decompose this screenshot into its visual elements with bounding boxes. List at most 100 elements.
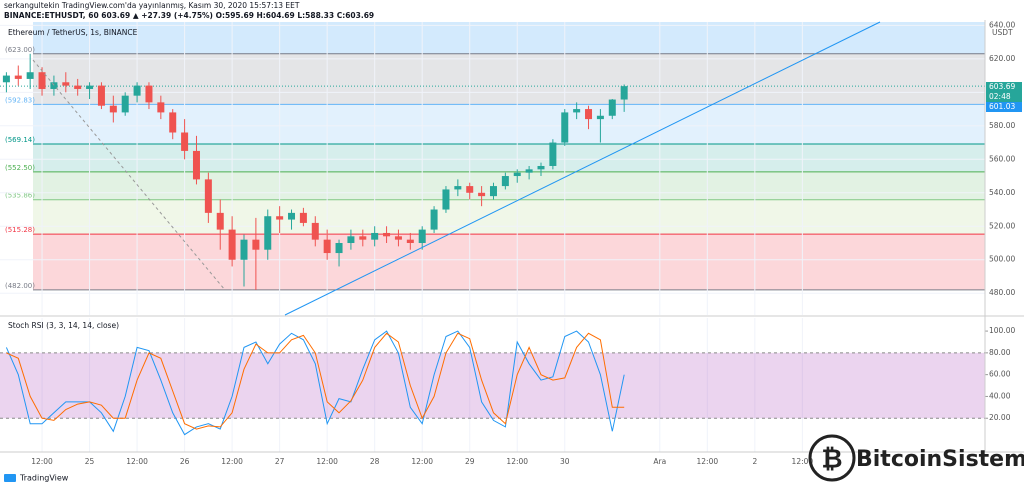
candle-body bbox=[383, 232, 391, 237]
candle-body bbox=[525, 169, 533, 173]
footer: TradingView bbox=[19, 474, 69, 483]
candle-body bbox=[181, 132, 189, 151]
top-band bbox=[33, 22, 985, 54]
candle-body bbox=[442, 189, 450, 210]
candle-body bbox=[537, 165, 545, 170]
stoch-line bbox=[6, 332, 625, 430]
candle-body bbox=[585, 109, 593, 120]
candle-body bbox=[192, 150, 200, 180]
y-tick-label: 540.00 bbox=[989, 188, 1015, 197]
x-tick-label: 12:00 bbox=[221, 457, 243, 466]
candle-body bbox=[335, 243, 343, 254]
candle-body bbox=[454, 186, 462, 190]
candle-body bbox=[62, 82, 70, 86]
countdown: 02:48 bbox=[989, 92, 1011, 101]
stoch-band bbox=[0, 352, 985, 419]
y-tick-label: 560.00 bbox=[989, 154, 1015, 163]
fib-band bbox=[33, 171, 985, 200]
x-tick-label: 12:00 bbox=[411, 457, 433, 466]
x-tick-label: 12:00 bbox=[31, 457, 53, 466]
candle-body bbox=[323, 239, 331, 254]
x-tick-label: 26 bbox=[180, 457, 190, 466]
y-tick-label: 640.00 bbox=[989, 20, 1015, 29]
fib-label: (592.83) bbox=[5, 96, 35, 104]
candle-body bbox=[406, 239, 414, 244]
candle-body bbox=[216, 212, 224, 230]
y-tick-label: 40.00 bbox=[989, 391, 1011, 400]
fib-label: (515.28) bbox=[5, 226, 35, 234]
candle-body bbox=[347, 236, 355, 244]
candle-body bbox=[418, 229, 426, 244]
header-line2: BINANCE:ETHUSDT, 60 603.69 ▲ +27.39 (+4.… bbox=[4, 11, 374, 20]
candle-body bbox=[430, 209, 438, 230]
candle-body bbox=[549, 142, 557, 166]
candle-body bbox=[596, 115, 604, 120]
fib-label: (482.00) bbox=[5, 282, 35, 290]
candle-body bbox=[311, 222, 319, 240]
y-tick-label: 580.00 bbox=[989, 121, 1015, 130]
candle-body bbox=[561, 112, 569, 143]
candle-body bbox=[620, 86, 628, 100]
x-tick-label: 12:00 bbox=[506, 457, 528, 466]
stoch-line bbox=[5, 330, 625, 436]
candle-body bbox=[228, 229, 236, 260]
line-price: 601.03 bbox=[989, 102, 1015, 111]
stoch-title: Stoch RSI (3, 3, 14, 14, close) bbox=[8, 321, 119, 330]
x-tick-label: 27 bbox=[275, 457, 285, 466]
pane-title: Ethereum / TetherUS, 1s, BINANCE bbox=[8, 28, 138, 37]
y-tick-label: 100.00 bbox=[989, 326, 1015, 335]
x-tick-label: 30 bbox=[560, 457, 570, 466]
candle-body bbox=[394, 236, 402, 240]
header-line1: serkangultekin TradingView.com'da yayınl… bbox=[4, 1, 300, 10]
fib-band bbox=[33, 199, 985, 235]
x-tick-label: 29 bbox=[465, 457, 475, 466]
last-price: 603.69 bbox=[989, 82, 1015, 91]
candle-body bbox=[371, 232, 379, 240]
tv-logo bbox=[4, 474, 16, 482]
y-tick-label: 500.00 bbox=[989, 255, 1015, 264]
candle-body bbox=[513, 172, 521, 177]
candle-body bbox=[2, 75, 10, 83]
x-tick-label: 2 bbox=[752, 457, 757, 466]
y-tick-label: 520.00 bbox=[989, 221, 1015, 230]
candle-body bbox=[478, 192, 486, 197]
y-tick-label: 20.00 bbox=[989, 413, 1011, 422]
y-tick-label: 620.00 bbox=[989, 54, 1015, 63]
y-tick-label: 480.00 bbox=[989, 288, 1015, 297]
candle-body bbox=[133, 85, 141, 96]
candle-body bbox=[145, 85, 153, 103]
candle-body bbox=[608, 99, 616, 116]
countdown-tag bbox=[986, 92, 1022, 102]
watermark: BitcoinSistemi bbox=[856, 447, 1024, 472]
last-price-tag bbox=[986, 82, 1022, 92]
candle-body bbox=[50, 82, 58, 89]
fib-band bbox=[33, 104, 985, 144]
fib-band bbox=[33, 53, 985, 105]
fib-band bbox=[33, 143, 985, 172]
y-tick-label: 80.00 bbox=[989, 348, 1011, 357]
fib-label: (552.50) bbox=[5, 164, 35, 172]
candle-body bbox=[264, 216, 272, 250]
watermark-logo bbox=[808, 434, 856, 482]
candle-body bbox=[288, 212, 296, 220]
candle-body bbox=[299, 212, 307, 223]
fib-band bbox=[33, 234, 985, 290]
watermark-logo-glyph: ₿ bbox=[821, 445, 842, 475]
dashed-trend-line bbox=[32, 59, 226, 291]
candle-body bbox=[157, 102, 165, 113]
fib-label: (623.00) bbox=[5, 46, 35, 54]
candle-body bbox=[121, 95, 129, 113]
x-tick-label: 28 bbox=[370, 457, 380, 466]
candle-body bbox=[74, 85, 82, 89]
x-tick-label: 12:00 bbox=[126, 457, 148, 466]
candle-body bbox=[489, 186, 497, 197]
candle-body bbox=[38, 72, 46, 89]
candle-body bbox=[240, 239, 248, 260]
candle-body bbox=[169, 112, 177, 133]
unit-label: USDT bbox=[992, 28, 1013, 37]
trend-line bbox=[284, 21, 881, 316]
candle-body bbox=[501, 176, 509, 187]
x-tick-label: 12:00 bbox=[697, 457, 719, 466]
y-tick-label: 60.00 bbox=[989, 370, 1011, 379]
candle-body bbox=[109, 105, 117, 113]
